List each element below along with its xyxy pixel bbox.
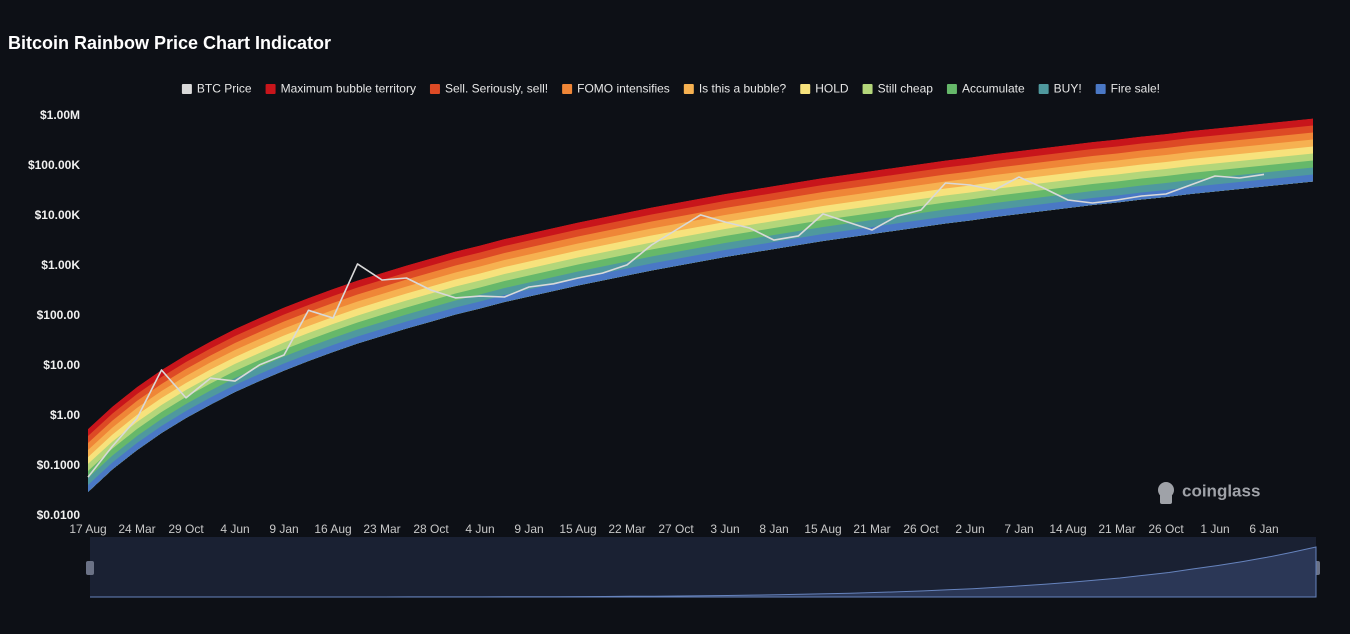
x-tick-label: 28 Oct <box>413 522 449 536</box>
legend-label[interactable]: HOLD <box>815 82 849 96</box>
y-tick-label: $100.00K <box>28 158 80 172</box>
x-tick-label: 16 Aug <box>314 522 351 536</box>
y-tick-label: $0.0100 <box>37 508 81 522</box>
x-tick-label: 17 Aug <box>69 522 106 536</box>
y-tick-label: $0.1000 <box>37 458 81 472</box>
legend-item[interactable]: BUY! <box>1038 82 1082 96</box>
legend-item[interactable]: Still cheap <box>862 82 934 96</box>
watermark-icon <box>1160 494 1172 504</box>
legend-swatch[interactable] <box>1038 84 1049 94</box>
y-tick-label: $1.00M <box>40 108 80 122</box>
x-tick-label: 24 Mar <box>118 522 155 536</box>
legend-item[interactable]: BTC Price <box>181 82 252 96</box>
x-tick-label: 14 Aug <box>1049 522 1086 536</box>
legend-label[interactable]: Accumulate <box>962 82 1025 96</box>
legend-label[interactable]: Is this a bubble? <box>699 82 787 96</box>
x-tick-label: 2 Jun <box>955 522 984 536</box>
y-tick-label: $100.00 <box>37 308 81 322</box>
x-tick-label: 26 Oct <box>903 522 939 536</box>
legend-item[interactable]: Is this a bubble? <box>683 82 787 96</box>
legend-item[interactable]: Accumulate <box>946 82 1025 96</box>
legend: BTC Price Maximum bubble territory Sell. S… <box>181 82 1160 96</box>
navigator-handle[interactable] <box>86 561 94 575</box>
legend-swatch[interactable] <box>800 84 811 94</box>
x-tick-label: 1 Jun <box>1200 522 1229 536</box>
legend-label[interactable]: FOMO intensifies <box>577 82 670 96</box>
x-tick-label: 9 Jan <box>514 522 543 536</box>
watermark: coinglass <box>1158 481 1260 504</box>
y-tick-label: $10.00K <box>35 208 81 222</box>
legend-swatch[interactable] <box>683 84 694 94</box>
legend-label[interactable]: Maximum bubble territory <box>281 82 416 96</box>
legend-swatch[interactable] <box>181 84 192 94</box>
legend-label[interactable]: BTC Price <box>197 82 252 96</box>
x-tick-label: 8 Jan <box>759 522 788 536</box>
x-tick-label: 15 Aug <box>804 522 841 536</box>
legend-swatch[interactable] <box>1095 84 1106 94</box>
legend-item[interactable]: Fire sale! <box>1095 82 1160 96</box>
legend-item[interactable]: Sell. Seriously, sell! <box>429 82 548 96</box>
y-tick-label: $1.00 <box>50 408 80 422</box>
legend-label[interactable]: BUY! <box>1054 82 1082 96</box>
x-tick-label: 15 Aug <box>559 522 596 536</box>
legend-item[interactable]: HOLD <box>800 82 849 96</box>
legend-label[interactable]: Fire sale! <box>1111 82 1160 96</box>
chart-title: Bitcoin Rainbow Price Chart Indicator <box>8 33 331 53</box>
legend-swatch[interactable] <box>265 84 276 94</box>
y-tick-label: $10.00 <box>43 358 80 372</box>
x-tick-label: 6 Jan <box>1249 522 1278 536</box>
x-tick-label: 3 Jun <box>710 522 739 536</box>
y-tick-label: $1.00K <box>41 258 80 272</box>
x-tick-label: 23 Mar <box>363 522 400 536</box>
price-line <box>87 173 1265 478</box>
legend-label[interactable]: Still cheap <box>878 82 934 96</box>
x-tick-label: 4 Jun <box>465 522 494 536</box>
watermark-text: coinglass <box>1182 481 1260 500</box>
x-tick-label: 27 Oct <box>658 522 694 536</box>
legend-swatch[interactable] <box>562 84 573 94</box>
x-tick-label: 26 Oct <box>1148 522 1184 536</box>
x-tick-label: 29 Oct <box>168 522 204 536</box>
x-tick-label: 7 Jan <box>1004 522 1033 536</box>
legend-item[interactable]: Maximum bubble territory <box>265 82 416 96</box>
legend-label[interactable]: Sell. Seriously, sell! <box>445 82 548 96</box>
x-tick-label: 21 Mar <box>1098 522 1135 536</box>
legend-swatch[interactable] <box>946 84 957 94</box>
x-tick-label: 9 Jan <box>269 522 298 536</box>
x-tick-label: 22 Mar <box>608 522 645 536</box>
legend-swatch[interactable] <box>429 84 440 94</box>
x-tick-label: 21 Mar <box>853 522 890 536</box>
legend-swatch[interactable] <box>862 84 873 94</box>
x-tick-label: 4 Jun <box>220 522 249 536</box>
navigator-area <box>90 546 1317 598</box>
legend-item[interactable]: FOMO intensifies <box>562 82 670 96</box>
